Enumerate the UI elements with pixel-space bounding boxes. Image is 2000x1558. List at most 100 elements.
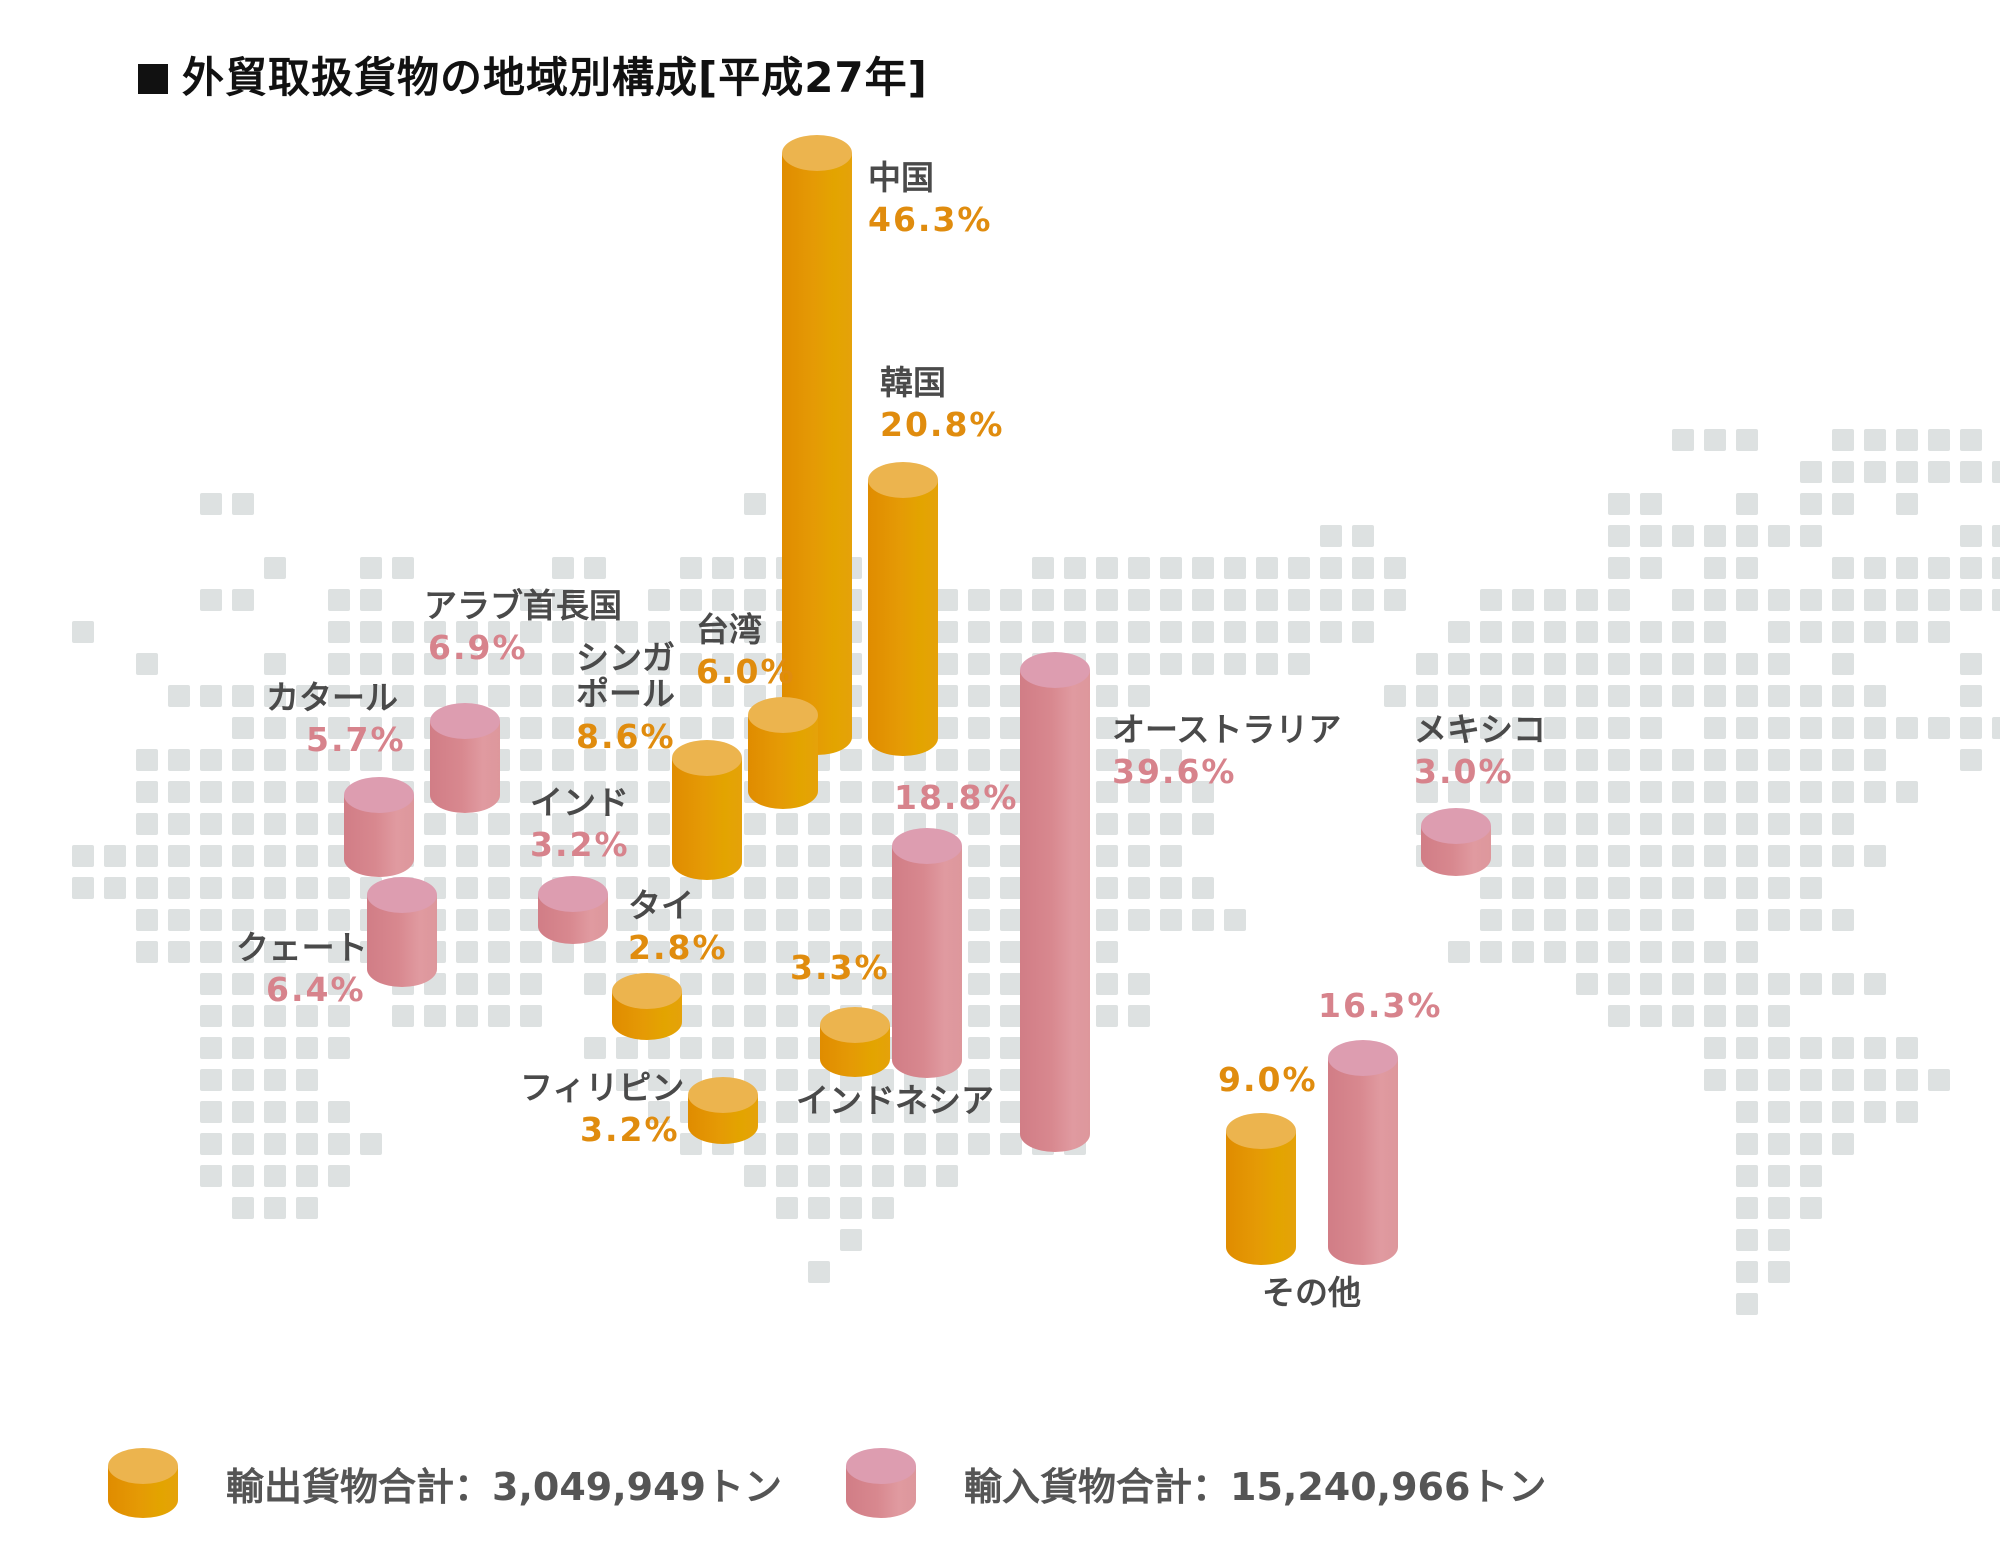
- map-dot: [1256, 589, 1278, 611]
- map-dot: [520, 941, 542, 963]
- map-dot: [1832, 1069, 1854, 1091]
- map-dot: [1736, 1101, 1758, 1123]
- map-dot: [1928, 1069, 1950, 1091]
- map-dot: [1416, 685, 1438, 707]
- map-dot: [360, 685, 382, 707]
- map-dot: [680, 877, 702, 899]
- map-dot: [1320, 525, 1342, 547]
- map-dot: [488, 621, 510, 643]
- map-dot: [1736, 493, 1758, 515]
- map-dot: [1992, 461, 2000, 483]
- map-dot: [1896, 493, 1918, 515]
- map-dot: [1704, 429, 1726, 451]
- region-percent: 6.4%: [266, 970, 366, 1010]
- map-dot: [200, 1165, 222, 1187]
- map-dot: [1192, 877, 1214, 899]
- map-dot: [232, 813, 254, 835]
- map-dot: [1384, 685, 1406, 707]
- map-dot: [1800, 1197, 1822, 1219]
- map-dot: [1416, 653, 1438, 675]
- map-dot: [296, 877, 318, 899]
- map-dot: [968, 653, 990, 675]
- map-dot: [264, 1005, 286, 1027]
- map-dot: [520, 685, 542, 707]
- map-dot: [744, 813, 766, 835]
- map-dot: [1864, 749, 1886, 771]
- cylinder-indonesia_exp: [820, 1007, 890, 1077]
- map-dot: [232, 909, 254, 931]
- map-dot: [1640, 557, 1662, 579]
- map-dot: [1128, 845, 1150, 867]
- label-indonesia: インドネシア: [796, 1082, 994, 1119]
- cylinder-singapore: [672, 740, 742, 880]
- region-percent: 2.8%: [628, 928, 728, 968]
- map-dot: [1000, 877, 1022, 899]
- map-dot: [328, 685, 350, 707]
- map-dot: [1736, 589, 1758, 611]
- map-dot: [1608, 1005, 1630, 1027]
- region-percent: 3.2%: [530, 825, 630, 865]
- map-dot: [168, 749, 190, 771]
- region-percent: 3.3%: [790, 948, 890, 987]
- map-dot: [456, 1005, 478, 1027]
- cylinder-kuwait: [367, 877, 437, 987]
- map-dot: [1672, 1005, 1694, 1027]
- map-dot: [1416, 781, 1438, 803]
- label-mexico: メキシコ 3.0%: [1414, 711, 1546, 792]
- map-dot: [1192, 557, 1214, 579]
- map-dot: [840, 845, 862, 867]
- legend-export-label: 輸出貨物合計：3,049,949トン: [226, 1464, 782, 1509]
- map-dot: [1544, 653, 1566, 675]
- map-dot: [520, 845, 542, 867]
- map-dot: [1672, 781, 1694, 803]
- map-dot: [968, 717, 990, 739]
- map-dot: [1608, 589, 1630, 611]
- map-dot: [1160, 589, 1182, 611]
- map-dot: [1576, 973, 1598, 995]
- map-dot: [1992, 717, 2000, 739]
- map-dot: [1096, 749, 1118, 771]
- map-dot: [264, 941, 286, 963]
- map-dot: [1864, 1069, 1886, 1091]
- map-dot: [1736, 717, 1758, 739]
- map-dot: [744, 877, 766, 899]
- map-dot: [1768, 621, 1790, 643]
- map-dot: [1832, 717, 1854, 739]
- map-dot: [584, 621, 606, 643]
- map-dot: [1864, 685, 1886, 707]
- map-dot: [1640, 653, 1662, 675]
- map-dot: [584, 845, 606, 867]
- map-dot: [1800, 1101, 1822, 1123]
- label-kuwait: クェート 6.4%: [236, 929, 368, 1010]
- map-dot: [1640, 1005, 1662, 1027]
- map-dot: [1800, 717, 1822, 739]
- map-dot: [1480, 749, 1502, 771]
- label-australia: オーストラリア 39.6%: [1112, 711, 1341, 791]
- map-dot: [840, 941, 862, 963]
- map-dot: [1544, 941, 1566, 963]
- map-dot: [872, 1197, 894, 1219]
- map-dot: [1672, 813, 1694, 835]
- map-dot: [1640, 717, 1662, 739]
- region-name: カタール: [266, 678, 398, 717]
- map-dot: [1800, 781, 1822, 803]
- map-dot: [200, 685, 222, 707]
- map-dot: [712, 941, 734, 963]
- map-dot: [1096, 653, 1118, 675]
- region-percent: 5.7%: [306, 720, 406, 760]
- map-dot: [1800, 493, 1822, 515]
- map-dot: [968, 685, 990, 707]
- map-dot: [456, 877, 478, 899]
- map-dot: [872, 781, 894, 803]
- region-percent: 9.0%: [1218, 1060, 1318, 1099]
- map-dot: [712, 1037, 734, 1059]
- region-name: シンガ: [576, 638, 675, 677]
- map-dot: [616, 653, 638, 675]
- map-dot: [1320, 589, 1342, 611]
- map-dot: [1672, 589, 1694, 611]
- map-dot: [680, 653, 702, 675]
- map-dot: [840, 973, 862, 995]
- region-percent: 3.0%: [1414, 752, 1514, 792]
- map-dot: [1000, 909, 1022, 931]
- map-dot: [360, 717, 382, 739]
